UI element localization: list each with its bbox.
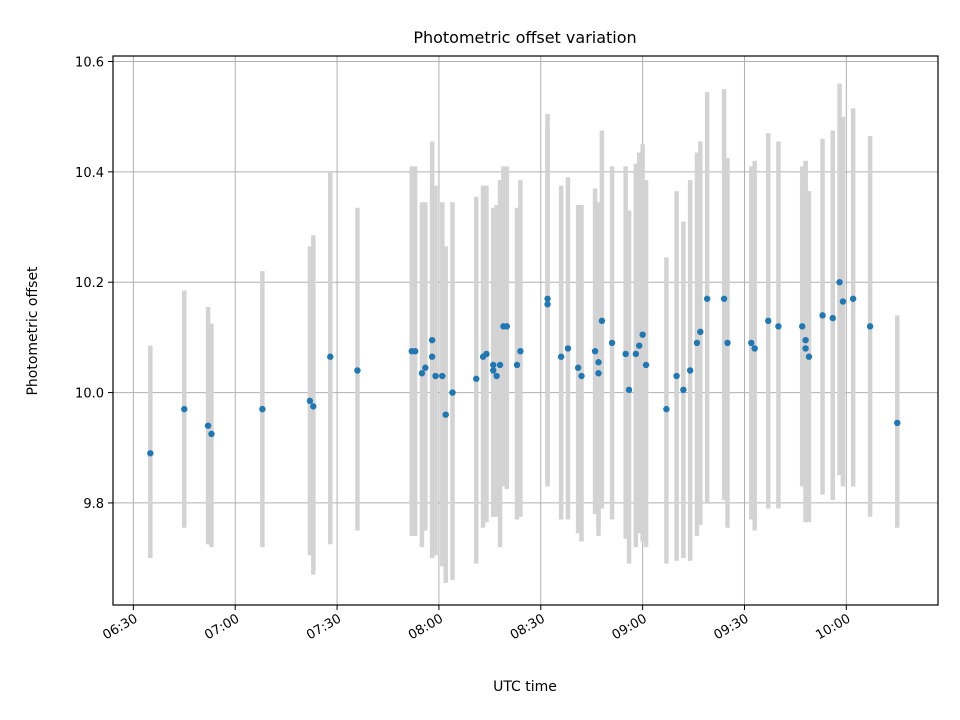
data-point [866,323,874,330]
data-point [306,397,314,405]
x-tick-label: 09:00 [610,611,650,643]
data-point [473,375,480,382]
data-point [608,339,616,347]
data-point [686,367,694,374]
axis-ticks: 06:30 07:00 07:30 08:00 08:30 09:00 09:30 10:00… [75,56,853,644]
data-point [751,345,758,352]
data-point [625,386,633,394]
data-point [636,342,643,349]
data-point [765,317,772,325]
data-points [147,279,901,457]
data-point [354,367,361,374]
data-point [805,353,813,360]
data-point [839,298,847,305]
x-tick-label: 06:30 [100,611,140,643]
x-tick-label: 07:00 [202,611,242,643]
data-point [439,372,446,380]
x-tick-label: 08:30 [508,611,548,643]
data-point [642,361,650,369]
x-tick-label: 09:30 [712,611,752,643]
data-point [703,295,711,302]
data-point [748,339,755,347]
data-point [208,430,215,438]
data-point [411,347,419,355]
data-point [181,405,188,413]
data-point [490,367,497,374]
x-axis-label: UTC time [493,679,557,695]
data-point [147,450,154,457]
x-tick-label: 07:30 [304,611,344,643]
data-point [693,339,701,347]
data-point [432,372,439,380]
data-point [557,353,565,360]
data-point [428,353,436,360]
data-point [574,364,582,371]
data-point [720,295,728,302]
data-point [595,359,602,366]
data-point [204,422,212,429]
data-point [639,331,646,338]
data-point [544,295,551,302]
plot-frame [112,55,939,606]
data-point [680,386,687,394]
data-point [503,323,511,330]
data-point [598,317,606,325]
data-point [578,372,585,380]
data-point [836,279,843,286]
data-point [418,370,426,377]
data-point [428,336,436,344]
data-point [591,347,599,355]
data-point [663,405,670,413]
error-bars [148,83,900,583]
y-tick-label: 10.6 [75,56,104,71]
data-point [595,370,602,377]
data-point [819,312,826,319]
x-tick-label: 10:00 [813,611,853,643]
data-point [632,350,640,358]
data-point [490,361,497,369]
data-point [894,419,901,427]
x-tick-label: 08:00 [406,611,446,643]
data-point [259,405,266,413]
data-point [422,364,429,371]
y-tick-label: 10.2 [75,276,104,291]
data-point [517,347,524,355]
data-point [310,403,317,410]
data-point [802,336,809,344]
data-point [483,350,490,358]
data-point [564,345,572,352]
data-point [327,353,334,360]
data-point [849,295,857,302]
data-point [724,339,731,347]
data-point [544,301,551,308]
chart-title: Photometric offset variation [413,28,636,47]
y-tick-label: 9.8 [83,497,104,512]
data-point [493,372,500,380]
data-point [449,389,456,396]
data-point [829,314,836,322]
data-point [802,345,809,352]
y-tick-label: 10.0 [75,387,104,402]
data-point [513,361,521,369]
y-tick-label: 10.4 [75,166,104,181]
data-point [496,361,504,369]
y-axis-label: Photometric offset [25,266,41,396]
data-point [798,323,806,330]
data-point [442,411,449,418]
data-point [673,372,680,380]
data-point [697,328,704,336]
grid [113,56,938,605]
data-point [775,323,782,330]
data-point [622,350,629,358]
